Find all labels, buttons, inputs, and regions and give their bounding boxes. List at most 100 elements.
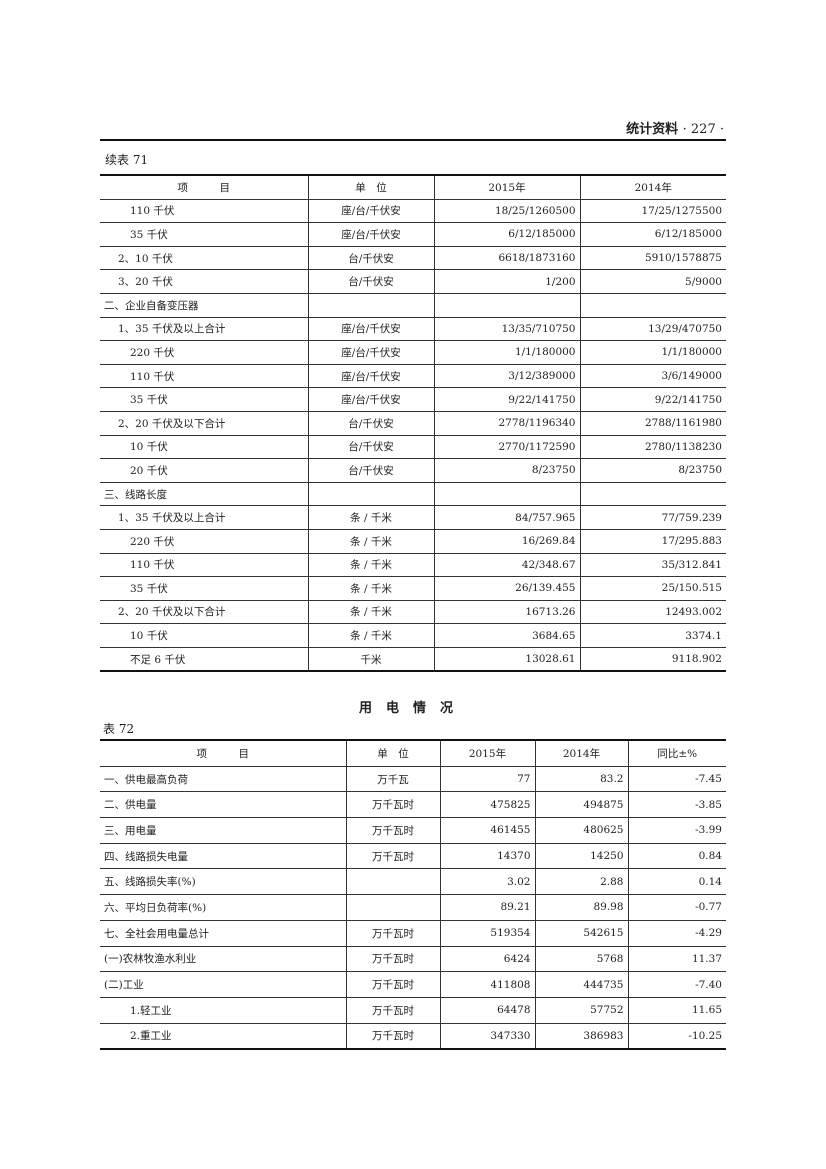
- table-row: 10 千伏条 / 千米 3684.65 3374.1: [100, 623, 726, 648]
- cell-y2015: 3/12/389000: [433, 363, 581, 389]
- cell-y2014: 1/1/180000: [579, 340, 726, 365]
- cell-y2015: 13028.61: [433, 646, 581, 672]
- cell-y2014: 6/12/185000: [579, 222, 726, 247]
- table-row: (二)工业 万千瓦时 411808 444735 -7.40: [100, 971, 726, 998]
- cell-y2014: [579, 481, 726, 507]
- table-row: 不足 6 千伏 千米 13028.61 9118.902: [100, 646, 726, 672]
- cell-y2015: 461455: [439, 817, 536, 844]
- table-row: 20 千伏 台/千伏安 8/23750 8/23750: [100, 458, 726, 483]
- cell-y2015: 16713.26: [433, 599, 581, 625]
- cell-item: 2、20 千伏及以下合计: [100, 410, 309, 436]
- cell-unit: 万千瓦时: [345, 842, 441, 870]
- cell-y2015: 84/757.965: [433, 505, 581, 530]
- table-72: 项 目 单 位 2015年 2014年 同比±% 一、供电最高负荷 万千瓦 77 83…: [100, 739, 726, 1051]
- table-header-row: 项 目 单 位 2015年 2014年 同比±%: [100, 739, 726, 767]
- col-header-yoy: 同比±%: [627, 739, 726, 767]
- cell-y2015: 411808: [439, 971, 536, 998]
- cell-y2015: 6424: [439, 945, 536, 973]
- cell-item: 220 千伏: [100, 340, 309, 365]
- cell-unit: 条 / 千米: [307, 552, 435, 578]
- cell-unit: 座/台/千伏安: [307, 340, 435, 365]
- table-row: 一、供电最高负荷 万千瓦 77 83.2 -7.45: [100, 765, 726, 793]
- cell-y2015: 42/348.67: [433, 552, 581, 578]
- cell-unit: 万千瓦: [345, 765, 441, 793]
- cell-y2015: 3.02: [439, 868, 536, 896]
- cell-y2014: 35/312.841: [579, 552, 726, 578]
- cell-unit: 条 / 千米: [307, 528, 435, 554]
- cell-y2015: 3684.65: [433, 623, 581, 648]
- cell-y2015: 1/200: [433, 269, 581, 294]
- cell-item: 20 千伏: [100, 458, 309, 483]
- running-header: 统计资料 · 227 ·: [626, 122, 724, 137]
- cell-y2014: 9/22/141750: [579, 387, 726, 412]
- cell-y2014: 77/759.239: [579, 505, 726, 530]
- table-row: 2、20 千伏及以下合计条 / 千米 16713.26 12493.002: [100, 599, 726, 625]
- cell-item: 2.重工业: [100, 1022, 347, 1050]
- cell-y2014: 17/295.883: [579, 528, 726, 554]
- cell-unit: 台/千伏安: [307, 269, 435, 294]
- cell-y2014: 5910/1578875: [579, 245, 726, 271]
- table-row: 七、全社会用电量总计 万千瓦时 519354 542615 -4.29: [100, 919, 726, 947]
- cell-y2015: 64478: [439, 996, 536, 1024]
- table-row: 二、企业自备变压器: [100, 292, 726, 318]
- cell-item: 一、供电最高负荷: [100, 765, 347, 793]
- table-row: 三、线路长度: [100, 481, 726, 507]
- table72-caption: 表 72: [103, 722, 135, 736]
- table-row: 220 千伏条 / 千米 16/269.84 17/295.883: [100, 528, 726, 554]
- cell-y2015: 18/25/1260500: [433, 198, 581, 224]
- cell-unit: [345, 868, 441, 896]
- cell-y2015: 8/23750: [433, 458, 581, 483]
- cell-unit: 万千瓦时: [345, 817, 441, 844]
- table-row: 1、35 千伏及以上合计 座/台/千伏安 13/35/710750 13/29/470…: [100, 316, 726, 342]
- cell-unit: 万千瓦时: [345, 1022, 441, 1050]
- cell-yoy: -3.85: [627, 791, 726, 819]
- section-title: 用电情况: [358, 701, 467, 716]
- cell-y2014: 2.88: [534, 868, 629, 896]
- page-number: 227: [690, 122, 716, 137]
- cell-unit: 台/千伏安: [307, 245, 435, 271]
- table-row: 110 千伏 座/台/千伏安 3/12/389000 3/6/149000: [100, 363, 726, 389]
- cell-item: 35 千伏: [100, 576, 309, 601]
- col-header-2015: 2015年: [433, 174, 581, 200]
- cell-item: 七、全社会用电量总计: [100, 919, 347, 947]
- cell-unit: 条 / 千米: [307, 576, 435, 601]
- cell-y2015: 475825: [439, 791, 536, 819]
- cell-item: 220 千伏: [100, 528, 309, 554]
- cell-y2015: 2778/1196340: [433, 410, 581, 436]
- cell-item: 10 千伏: [100, 434, 309, 460]
- cell-y2014: 25/150.515: [579, 576, 726, 601]
- header-rule: [100, 139, 726, 141]
- cell-item: 二、企业自备变压器: [100, 292, 309, 318]
- cell-item: 2、20 千伏及以下合计: [100, 599, 309, 625]
- table-row: 10 千伏 台/千伏安 2770/1172590 2780/1138230: [100, 434, 726, 460]
- cell-item: 三、用电量: [100, 817, 347, 844]
- cell-y2015: 2770/1172590: [433, 434, 581, 460]
- col-header-item: 项 目: [100, 739, 347, 767]
- cell-yoy: -10.25: [627, 1022, 726, 1050]
- col-header-2015: 2015年: [439, 739, 536, 767]
- cell-y2014: 9118.902: [579, 646, 726, 672]
- table-row: 五、线路损失率(%) 3.02 2.88 0.14: [100, 868, 726, 896]
- cell-y2014: 2780/1138230: [579, 434, 726, 460]
- cell-y2014: 14250: [534, 842, 629, 870]
- cell-y2015: 6/12/185000: [433, 222, 581, 247]
- table-row: 1、35 千伏及以上合计条 / 千米 84/757.965 77/759.239: [100, 505, 726, 530]
- table-row: 110 千伏 座/台/千伏安 18/25/1260500 17/25/1275500: [100, 198, 726, 224]
- cell-item: 三、线路长度: [100, 481, 309, 507]
- cell-item: 35 千伏: [100, 222, 309, 247]
- cell-y2014: 57752: [534, 996, 629, 1024]
- cell-yoy: -7.45: [627, 765, 726, 793]
- cell-y2015: 519354: [439, 919, 536, 947]
- cell-unit: 条 / 千米: [307, 505, 435, 530]
- table-row: 1.轻工业 万千瓦时 64478 57752 11.65: [100, 996, 726, 1024]
- table-row: 四、线路损失电量 万千瓦时 14370 14250 0.84: [100, 842, 726, 870]
- cell-item: 五、线路损失率(%): [100, 868, 347, 896]
- table-row: 2.重工业 万千瓦时 347330 386983 -10.25: [100, 1022, 726, 1050]
- col-header-unit: 单 位: [307, 174, 435, 200]
- table-row: (一)农林牧渔水利业 万千瓦时 6424 5768 11.37: [100, 945, 726, 973]
- table-row: 3、20 千伏 台/千伏安 1/200 5/9000: [100, 269, 726, 294]
- cell-item: 35 千伏: [100, 387, 309, 412]
- table-row: 三、用电量 万千瓦时 461455 480625 -3.99: [100, 817, 726, 844]
- table71-caption: 续表 71: [105, 153, 149, 167]
